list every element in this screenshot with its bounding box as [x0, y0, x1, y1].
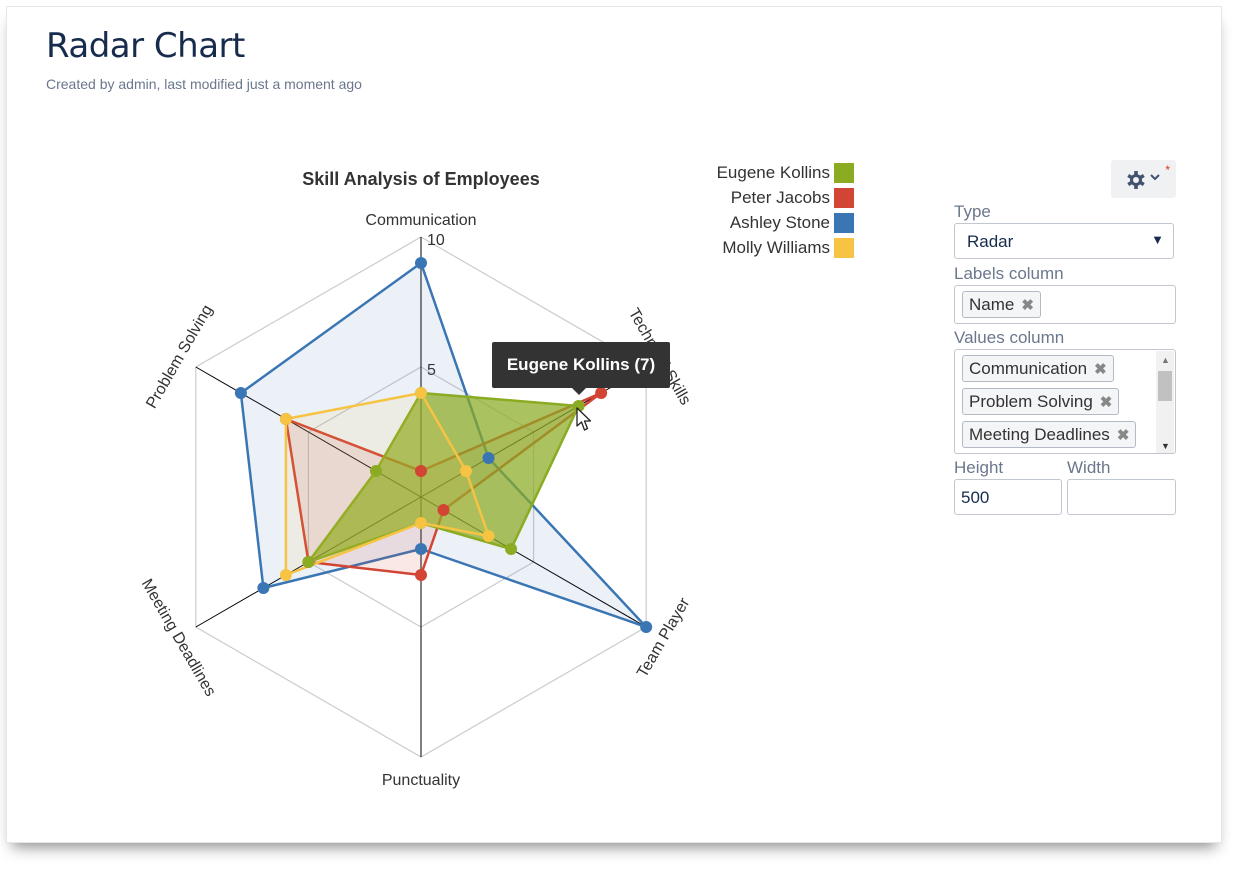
series-point[interactable] [415, 569, 427, 581]
axis-label: Meeting Deadlines [138, 576, 219, 699]
legend-item-molly-williams[interactable]: Molly Williams [690, 235, 854, 260]
axis-label: Team Player [634, 595, 694, 681]
values-column-input[interactable]: Communication ✖ Problem Solving ✖ Meetin… [954, 349, 1176, 454]
tag-communication: Communication ✖ [962, 355, 1114, 382]
remove-tag-icon[interactable]: ✖ [1021, 296, 1034, 314]
values-scrollbar[interactable]: ▲ ▼ [1156, 351, 1174, 453]
legend-label: Peter Jacobs [730, 187, 830, 207]
gear-icon [1126, 171, 1160, 189]
page-title: Radar Chart [46, 26, 245, 66]
series-point[interactable] [415, 257, 427, 269]
settings-button[interactable]: * [1111, 160, 1176, 198]
page-byline: Created by admin, last modified just a m… [46, 76, 362, 92]
chart-tooltip: Eugene Kollins (7) [492, 342, 670, 395]
series-point[interactable] [415, 517, 427, 529]
height-input[interactable]: 500 [954, 479, 1062, 515]
remove-tag-icon[interactable]: ✖ [1094, 360, 1107, 378]
chart-title: Skill Analysis of Employees [302, 169, 539, 189]
mouse-pointer-icon [576, 407, 592, 431]
height-label: Height [954, 458, 1004, 477]
values-column-label: Values column [954, 328, 1065, 347]
legend-swatch [834, 162, 854, 183]
scroll-up-icon[interactable]: ▲ [1161, 355, 1170, 365]
type-label: Type [954, 202, 991, 221]
tag-name: Name ✖ [962, 291, 1041, 318]
tag-meeting-deadlines: Meeting Deadlines ✖ [962, 421, 1137, 448]
legend-label: Eugene Kollins [716, 162, 830, 182]
width-label: Width [1067, 458, 1111, 477]
legend-item-ashley-stone[interactable]: Ashley Stone [690, 210, 854, 235]
type-select-value: Radar [967, 232, 1014, 251]
tag-label: Name [969, 294, 1015, 314]
series-point[interactable] [437, 504, 450, 516]
chevron-down-icon: ▼ [1151, 232, 1164, 247]
tag-label: Problem Solving [969, 391, 1093, 411]
remove-tag-icon[interactable]: ✖ [1099, 393, 1113, 411]
series-point[interactable] [505, 543, 518, 555]
tag-problem-solving: Problem Solving ✖ [962, 388, 1120, 415]
series-point[interactable] [369, 465, 382, 477]
remove-tag-icon[interactable]: ✖ [1116, 426, 1130, 444]
scroll-down-icon[interactable]: ▼ [1161, 441, 1170, 451]
legend-swatch [834, 212, 854, 233]
series-point[interactable] [234, 387, 247, 399]
legend-item-eugene-kollins[interactable]: Eugene Kollins [690, 160, 854, 185]
legend-label: Ashley Stone [729, 212, 830, 232]
labels-column-input[interactable]: Name ✖ [954, 285, 1176, 324]
labels-column-label: Labels column [954, 264, 1064, 283]
chart-legend: Eugene Kollins Peter Jacobs Ashley Stone… [690, 160, 854, 260]
axis-label: Punctuality [382, 772, 460, 789]
series-point[interactable] [482, 530, 495, 542]
type-select[interactable]: Radar ▼ [954, 223, 1174, 259]
tag-label: Meeting Deadlines [969, 424, 1110, 444]
width-input[interactable] [1067, 479, 1176, 515]
tick-label: 10 [427, 232, 445, 249]
axis-label: Problem Solving [143, 302, 216, 411]
legend-item-peter-jacobs[interactable]: Peter Jacobs [690, 185, 854, 210]
series-point[interactable] [482, 452, 495, 464]
series-point[interactable] [415, 543, 427, 555]
series-point[interactable] [279, 569, 292, 581]
series-point[interactable] [279, 413, 292, 425]
legend-label: Molly Williams [722, 237, 830, 257]
series-point[interactable] [572, 400, 585, 412]
chart-series [234, 257, 653, 633]
series-point[interactable] [415, 465, 427, 477]
series-point[interactable] [257, 582, 270, 594]
scroll-thumb[interactable] [1158, 371, 1172, 401]
tag-label: Communication [969, 358, 1088, 378]
legend-swatch [834, 187, 854, 208]
tick-label: 5 [427, 362, 436, 379]
axis-label: Communication [365, 212, 476, 229]
series-point[interactable] [302, 556, 315, 568]
series-point[interactable] [415, 387, 427, 399]
series-point[interactable] [460, 465, 473, 477]
legend-swatch [834, 237, 854, 258]
required-mark: * [1165, 163, 1170, 177]
series-point[interactable] [595, 387, 608, 399]
series-point[interactable] [640, 621, 653, 633]
